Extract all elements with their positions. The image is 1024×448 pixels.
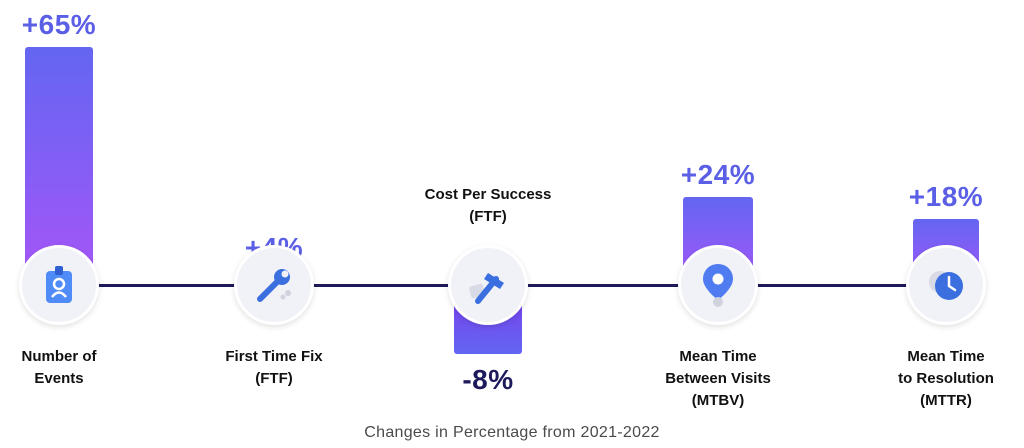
category-label-line: First Time Fix [225,348,323,365]
data-label: +65% [21,9,97,40]
icon-circle [234,245,314,325]
category-label: Mean Time Between Visits (MTBV) [638,346,798,412]
location-pin-icon [698,262,738,308]
badge-icon [42,265,76,305]
category-label-line: Mean Time [679,348,757,365]
category-label: Number of Events [0,346,139,390]
category-label: Cost Per Success (FTF) [408,184,568,228]
wrench-icon [252,263,296,307]
category-label-line: Cost Per Success [424,186,552,203]
category-label-line: Between Visits [665,370,771,387]
chart-caption: Changes in Percentage from 2021-2022 [364,424,660,441]
category-label: First Time Fix (FTF) [194,346,354,390]
data-label: +18% [908,181,984,213]
data-label: -8% [462,364,514,395]
category-label-line: (FTF) [255,370,293,387]
icon-circle [678,245,758,325]
icon-circle [448,245,528,325]
category-label-line: Number of [21,348,97,365]
icon-circle [19,245,99,325]
category-label-line: Mean Time [907,348,985,365]
category-label: Mean Time to Resolution (MTTR) [866,346,1024,412]
data-label: +24% [680,159,756,191]
hammer-icon [464,261,512,309]
category-label-line: (MTTR) [920,392,972,409]
category-label-line: Events [34,370,84,387]
category-label-line: (FTF) [469,208,507,225]
clock-icon [923,262,969,308]
icon-circle [906,245,986,325]
category-label-line: (MTBV) [691,392,745,409]
category-label-line: to Resolution [898,370,994,387]
